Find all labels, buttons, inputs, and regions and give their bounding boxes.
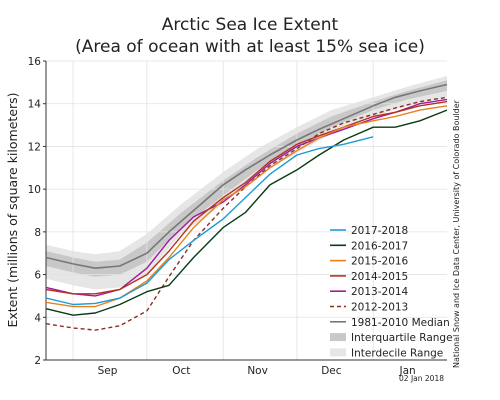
plot-area: 2 4 6 8 10 12 14 16 Sep Oct Nov Dec Jan <box>28 56 448 377</box>
series-line-1981-2010-median <box>45 83 448 270</box>
legend-label-2017-2018: 2017-2018 <box>351 225 408 237</box>
legend-label-2012-2013: 2012-2013 <box>351 302 408 314</box>
y-tick-label-6: 6 <box>34 270 41 282</box>
y-tick-label-8: 8 <box>34 227 41 239</box>
y-axis-label: Extent (millions of square kilometers) <box>5 92 20 327</box>
y-tick-label-12: 12 <box>28 141 41 153</box>
series-line-2015-2016 <box>45 105 448 308</box>
x-tick-label-sep: Sep <box>98 365 118 377</box>
band-interdecile-range <box>46 75 447 290</box>
y-tick-label-10: 10 <box>28 184 41 196</box>
legend-swatch-interquartile-range <box>330 333 346 342</box>
series-line-2014-2015 <box>45 100 448 295</box>
x-tick-label-oct: Oct <box>172 365 190 377</box>
legend-swatch-interdecile-range <box>330 348 346 357</box>
chart-title: Arctic Sea Ice Extent <box>162 15 339 35</box>
legend-label-interquartile-range: Interquartile Range <box>351 332 453 344</box>
legend-label-interdecile-range: Interdecile Range <box>351 347 443 359</box>
x-tick-label-jan: Jan <box>399 365 416 377</box>
series-line-2012-2013 <box>45 96 448 331</box>
legend-label-2015-2016: 2015-2016 <box>351 256 409 268</box>
date-stamp: 02 Jan 2018 <box>399 374 444 383</box>
credit-text: National Snow and Ice Data Center, Unive… <box>452 99 461 368</box>
y-tick-label-2: 2 <box>34 355 41 367</box>
y-tick-label-14: 14 <box>28 99 42 111</box>
chart-subtitle: (Area of ocean with at least 15% sea ice… <box>75 37 425 57</box>
x-tick-label-nov: Nov <box>247 365 268 377</box>
legend-label-2014-2015: 2014-2015 <box>351 271 408 283</box>
legend-label-2016-2017: 2016-2017 <box>351 240 408 252</box>
series-line-2016-2017 <box>45 109 448 316</box>
y-tick-label-16: 16 <box>28 56 42 68</box>
series-line-2017-2018 <box>45 136 374 306</box>
legend-label-2013-2014: 2013-2014 <box>351 286 409 298</box>
legend: 2017-2018 2016-2017 2015-2016 2014-2015 2013… <box>330 225 453 359</box>
y-tick-label-4: 4 <box>34 312 41 324</box>
x-tick-label-dec: Dec <box>321 365 342 377</box>
legend-label-1981-2010-median: 1981-2010 Median <box>351 317 450 329</box>
